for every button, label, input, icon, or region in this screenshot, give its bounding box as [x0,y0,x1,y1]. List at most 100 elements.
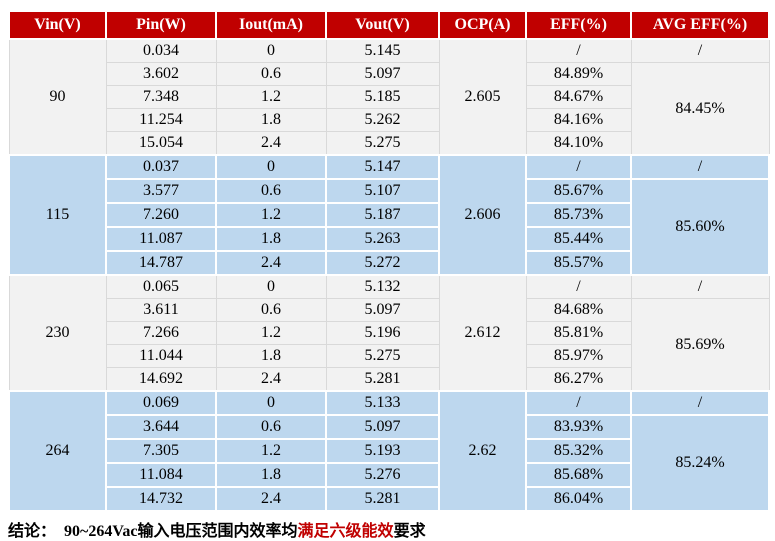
cell-eff: 84.10% [525,131,632,156]
conclusion-highlight: 满足六级能效 [297,523,394,540]
cell-vout: 5.097 [325,298,440,322]
cell-iout: 0.6 [215,62,327,86]
vin-group-264: 264 0.069 0 5.133 2.62 / / 3.644 0.6 5.0… [8,390,770,512]
cell-pin: 0.034 [105,38,217,63]
table-row: 3.611 0.6 5.097 84.68% 85.69% [9,298,770,392]
cell-vout: 5.276 [325,462,440,488]
cell-iout: 0 [215,274,327,299]
cell-pin: 0.069 [105,390,217,416]
vin-group-230: 230 0.065 0 5.132 2.612 / / 3.611 0.6 5.… [8,274,770,392]
cell-iout: 1.8 [215,344,327,368]
cell-pin: 0.037 [105,154,217,180]
cell-eff: 85.57% [525,250,632,276]
cell-eff: 85.81% [525,321,632,345]
cell-iout: 0 [215,154,327,180]
cell-vout: 5.193 [325,438,440,464]
cell-pin: 7.266 [105,321,217,345]
cell-vin: 115 [8,154,107,276]
cell-avg-slash: / [630,154,770,180]
cell-iout: 1.2 [215,438,327,464]
cell-iout: 2.4 [215,367,327,392]
cell-eff: / [525,38,632,63]
cell-iout: 0 [215,38,327,63]
column-header-iout: Iout(mA) [215,10,327,40]
cell-pin: 14.692 [105,367,217,392]
cell-avg-eff: 85.24% [630,414,770,512]
table-row: 3.644 0.6 5.097 83.93% 85.24% [9,414,770,512]
cell-ocp: 2.605 [438,38,527,156]
cell-avg-slash: / [630,38,770,63]
cell-iout: 0 [215,390,327,416]
table-row: 14.787 2.4 5.272 85.57% [9,250,769,276]
cell-vin: 90 [8,38,107,156]
cell-vout: 5.097 [325,62,440,86]
vin-group-115: 115 0.037 0 5.147 2.606 / / 3.577 0.6 5.… [8,154,770,276]
cell-pin: 14.732 [105,486,217,512]
table-row: 7.348 1.2 5.185 84.67% [9,85,769,109]
cell-pin: 0.065 [105,274,217,299]
cell-eff: 85.67% [525,178,632,204]
cell-iout: 0.6 [215,178,327,204]
cell-vout: 5.281 [325,367,440,392]
cell-vout: 5.263 [325,226,440,252]
cell-vout: 5.272 [325,250,440,276]
cell-eff: 84.89% [525,62,632,86]
cell-iout: 2.4 [215,250,327,276]
cell-eff: 85.73% [525,202,632,228]
cell-pin: 3.602 [105,62,217,86]
cell-pin: 7.348 [105,85,217,109]
table-row: 11.087 1.8 5.263 85.44% [9,226,769,252]
cell-vout: 5.133 [325,390,440,416]
table-row: 90 0.034 0 5.145 2.605 / / [8,38,770,156]
cell-vout: 5.262 [325,108,440,132]
cell-vout: 5.196 [325,321,440,345]
cell-iout: 1.8 [215,462,327,488]
cell-iout: 1.2 [215,321,327,345]
table-row: 15.054 2.4 5.275 84.10% [9,131,769,156]
cell-pin: 3.611 [105,298,217,322]
cell-avg-slash: / [630,274,770,299]
column-header-eff: EFF(%) [525,10,632,40]
conclusion-line: 结论： 90~264Vac输入电压范围内效率均满足六级能效要求 [0,512,775,541]
cell-pin: 7.305 [105,438,217,464]
cell-avg-slash: / [630,390,770,416]
cell-eff: 85.68% [525,462,632,488]
cell-eff: / [525,154,632,180]
cell-vout: 5.275 [325,131,440,156]
cell-vout: 5.145 [325,38,440,63]
table-row: 14.732 2.4 5.281 86.04% [9,486,769,512]
table-row: 3.577 0.6 5.107 85.67% 85.60% [9,178,770,276]
vin-group-90: 90 0.034 0 5.145 2.605 / / 3.602 0.6 5.0… [8,38,770,156]
efficiency-table: Vin(V) Pin(W) Iout(mA) Vout(V) OCP(A) EF… [8,10,770,512]
column-header-vout: Vout(V) [325,10,440,40]
cell-eff: 84.67% [525,85,632,109]
cell-vout: 5.281 [325,486,440,512]
cell-ocp: 2.606 [438,154,527,276]
cell-avg-eff: 85.69% [630,298,770,392]
table-row: 11.254 1.8 5.262 84.16% [9,108,769,132]
cell-vout: 5.097 [325,414,440,440]
conclusion-text-end: 要求 [393,523,426,540]
cell-iout: 2.4 [215,131,327,156]
column-header-ocp: OCP(A) [438,10,527,40]
efficiency-report: Vin(V) Pin(W) Iout(mA) Vout(V) OCP(A) EF… [8,10,770,512]
cell-vin: 230 [8,274,107,392]
cell-pin: 7.260 [105,202,217,228]
conclusion-text-mid: 输入电压范围内效率均 [137,523,298,540]
cell-iout: 0.6 [215,414,327,440]
cell-iout: 0.6 [215,298,327,322]
cell-ocp: 2.62 [438,390,527,512]
cell-avg-eff: 85.60% [630,178,770,276]
table-row: 11.044 1.8 5.275 85.97% [9,344,769,368]
cell-eff: 85.44% [525,226,632,252]
cell-iout: 1.8 [215,108,327,132]
cell-iout: 2.4 [215,486,327,512]
cell-eff: 84.16% [525,108,632,132]
table-row: 115 0.037 0 5.147 2.606 / / [8,154,770,276]
cell-vout: 5.187 [325,202,440,228]
header-row: Vin(V) Pin(W) Iout(mA) Vout(V) OCP(A) EF… [8,10,770,40]
table-row: 14.692 2.4 5.281 86.27% [9,367,769,392]
cell-iout: 1.2 [215,85,327,109]
cell-pin: 11.254 [105,108,217,132]
cell-iout: 1.8 [215,226,327,252]
